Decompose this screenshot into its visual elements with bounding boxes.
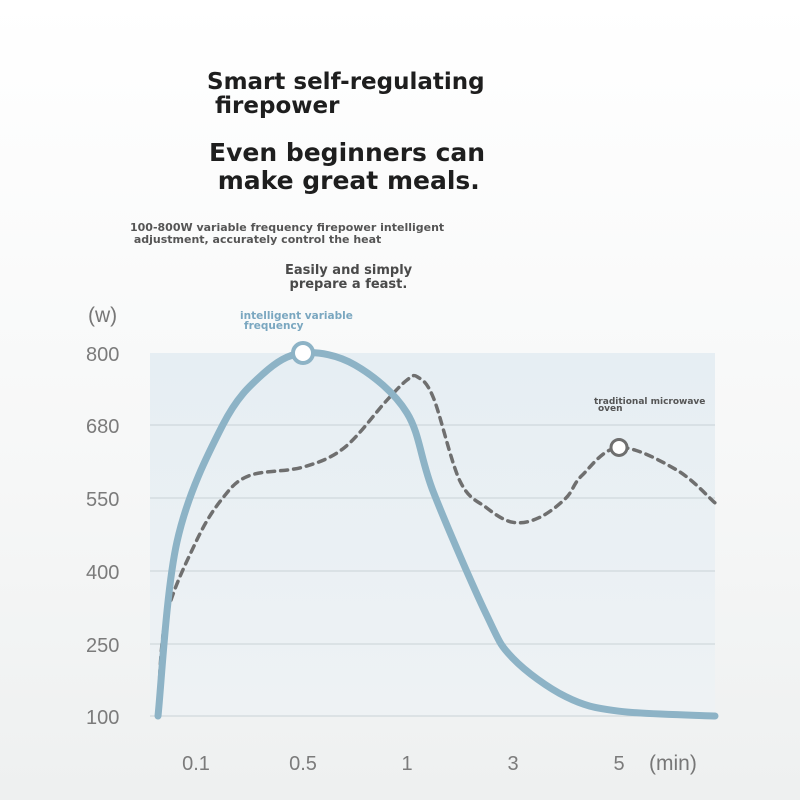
feature-description: 100-800W variable frequency firepower in…	[130, 221, 445, 246]
x-tick-label: 1	[401, 753, 412, 775]
x-tick-label: 5	[613, 753, 624, 775]
legend-intelligent-label-line2: frequency	[244, 320, 304, 332]
series-group	[154, 341, 719, 720]
headline-title: Smart self-regulating firepower	[207, 69, 485, 119]
y-tick-label: 400	[86, 562, 119, 584]
peak-marker-intelligent	[291, 341, 315, 365]
x-tick-label: 0.1	[182, 753, 210, 775]
x-axis-unit: (min)	[649, 752, 697, 775]
series-line-traditional	[156, 373, 717, 718]
legend-traditional-label-line2: oven	[598, 404, 623, 414]
x-tick-label: 3	[507, 753, 518, 775]
peak-marker-traditional	[609, 437, 629, 457]
x-tick-label: 0.5	[289, 753, 317, 775]
y-tick-label: 100	[86, 707, 119, 729]
y-tick-label: 800	[86, 344, 119, 366]
y-tick-label: 250	[86, 635, 119, 657]
x-axis: 0.1 0.5 1 3 5	[182, 753, 624, 775]
y-tick-label: 550	[86, 489, 119, 511]
legend-intelligent-label-line1: intelligent variable	[240, 310, 353, 322]
legend-traditional: traditional microwave oven	[594, 397, 705, 414]
headline-tagline: Even beginners can make great meals.	[209, 138, 486, 195]
series-line-intelligent	[154, 349, 719, 720]
y-tick-label: 680	[86, 416, 119, 438]
y-axis: 800 680 550 400 250 100	[86, 344, 119, 729]
feature-tagline: Easily and simply prepare a feast.	[285, 263, 413, 292]
y-axis-label: (w)	[88, 304, 117, 327]
plot-area	[150, 353, 715, 716]
legend-intelligent: intelligent variable frequency	[240, 310, 353, 332]
legend-traditional-label-line1: traditional microwave	[594, 397, 705, 407]
grid-lines	[150, 424, 715, 717]
